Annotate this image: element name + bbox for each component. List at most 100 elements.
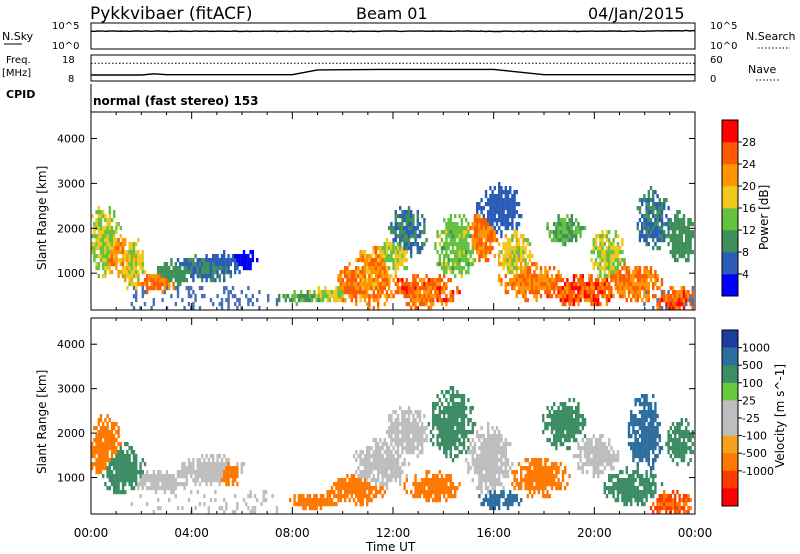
heatmap-cell [557,290,560,295]
heatmap-cell [513,478,516,483]
heatmap-cell [190,466,193,471]
heatmap-cell [212,466,215,471]
heatmap-cell [454,262,457,267]
heatmap-cell [641,454,644,459]
heatmap-cell [451,394,455,399]
heatmap-cell [546,294,549,299]
heatmap-cell [150,306,153,310]
heatmap-cell [412,298,415,303]
heatmap-cell [493,466,496,471]
heatmap-cell [647,454,650,459]
heatmap-cell [649,410,653,415]
heatmap-cell [487,466,490,471]
heatmap-cell [399,454,402,459]
heatmap-cell [196,474,199,479]
heatmap-cell [106,226,109,231]
heatmap-cell [561,410,565,415]
heatmap-cell [247,298,250,303]
heatmap-cell [478,242,481,247]
heatmap-cell [524,286,527,291]
heatmap-cell [546,494,549,499]
heatmap-cell [610,254,613,259]
heatmap-cell [416,222,419,227]
heatmap-cell [638,474,642,479]
heatmap-cell [515,498,518,503]
heatmap-cell [511,238,514,243]
heatmap-cell [658,214,661,219]
heatmap-cell [656,298,659,303]
heatmap-cell [401,278,404,283]
heatmap-cell [645,266,648,271]
heatmap-cell [95,426,98,431]
heatmap-cell [359,294,362,299]
heatmap-cell [667,290,670,295]
heatmap-cell [445,486,448,491]
heatmap-cell [557,426,560,431]
heatmap-cell [491,218,494,223]
heatmap-cell [634,490,637,495]
heatmap-cell [660,210,664,215]
heatmap-cell [212,254,215,259]
heatmap-cell [597,446,600,451]
heatmap-cell [495,218,499,223]
heatmap-cell [403,214,406,219]
heatmap-cell [339,478,342,483]
heatmap-cell [368,454,371,459]
heatmap-cell [500,434,503,439]
heatmap-cell [163,262,166,267]
heatmap-cell [438,294,441,299]
heatmap-cell [399,206,402,211]
heatmap-cell [126,478,129,483]
heatmap-cell [506,458,510,463]
heatmap-cell [515,230,518,235]
heatmap-cell [108,258,111,263]
heatmap-cell [141,482,144,487]
heatmap-cell [102,434,105,439]
heatmap-cell [506,442,510,447]
heatmap-cell [425,498,428,503]
heatmap-cell [379,274,382,279]
heatmap-cell [308,494,312,499]
heatmap-cell [465,406,468,411]
heatmap-cell [236,466,239,471]
heatmap-cell [126,462,129,467]
heatmap-cell [357,474,360,479]
heatmap-cell [487,490,490,495]
heatmap-cell [592,262,595,267]
heatmap-cell [407,462,411,467]
heatmap-cell [154,286,158,291]
heatmap-cell [473,242,477,247]
heatmap-cell [163,490,166,495]
heatmap-cell [500,230,503,235]
heatmap-cell [108,218,111,223]
heatmap-cell [502,202,505,207]
heatmap-cell [550,406,554,411]
heatmap-cell [603,266,606,271]
heatmap-cell [394,214,397,219]
heatmap-cell [359,486,362,491]
heatmap-cell [484,242,488,247]
heatmap-cell [535,278,538,283]
heatmap-cell [632,490,635,495]
heatmap-cell [447,258,450,263]
heatmap-cell [608,246,611,251]
heatmap-cell [680,226,683,231]
heatmap-cell [660,282,664,287]
heatmap-cell [561,218,565,223]
heatmap-cell [632,274,635,279]
heatmap-cell [99,234,103,239]
heatmap-cell [451,262,455,267]
heatmap-cell [678,250,681,255]
heatmap-cell [557,270,560,275]
heatmap-cell [414,302,417,307]
heatmap-cell [645,398,648,403]
heatmap-cell [260,502,263,507]
heatmap-cell [495,238,499,243]
heatmap-cell [388,242,391,247]
heatmap-cell [220,506,224,511]
heatmap-cell [104,274,107,279]
heatmap-cell [458,214,461,219]
heatmap-cell [416,286,419,291]
heatmap-cell [557,406,560,411]
heatmap-cell [220,270,224,275]
